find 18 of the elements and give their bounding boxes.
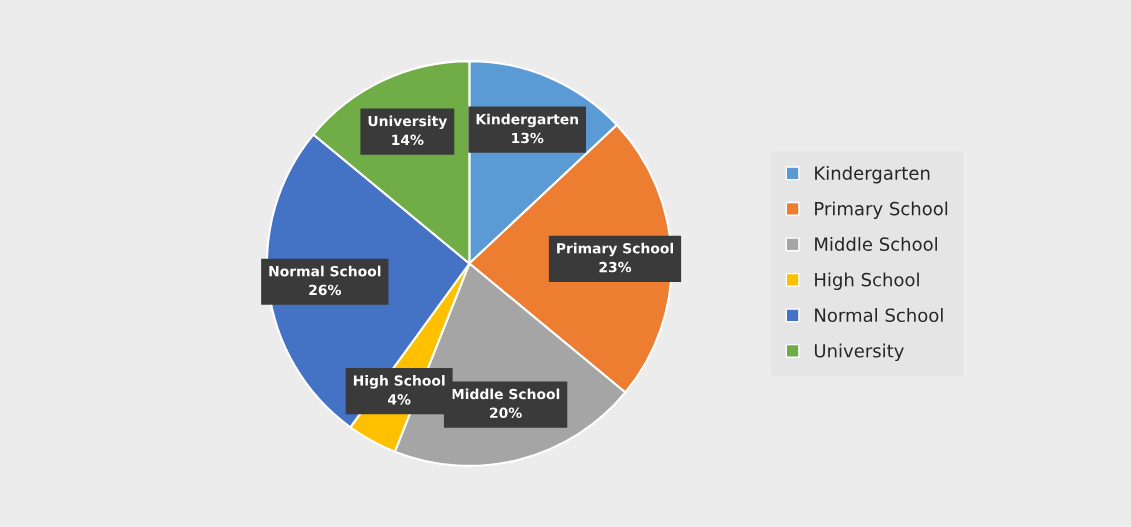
legend-label: High School (815, 272, 919, 290)
legend-label: Primary School (815, 201, 948, 219)
legend-label: Normal School (815, 308, 943, 323)
slice-label: Kindergarten (476, 113, 579, 128)
slice-label: High School (353, 375, 445, 389)
slice-label: University (368, 115, 448, 130)
legend-label: Middle School (815, 237, 937, 251)
slice-label: Middle School (452, 388, 560, 400)
slice-label: Normal School (269, 265, 381, 277)
data-label: 26% (309, 284, 341, 296)
slice-label: Primary School (557, 242, 673, 257)
data-label: 23% (599, 261, 632, 273)
data-label: 14% (392, 134, 424, 146)
data-label: 4% (388, 394, 411, 405)
legend-label: University (814, 343, 904, 362)
legend-label: Kindergarten (815, 165, 930, 184)
data-label: 20% (490, 407, 522, 419)
data-label: 13% (512, 132, 544, 144)
